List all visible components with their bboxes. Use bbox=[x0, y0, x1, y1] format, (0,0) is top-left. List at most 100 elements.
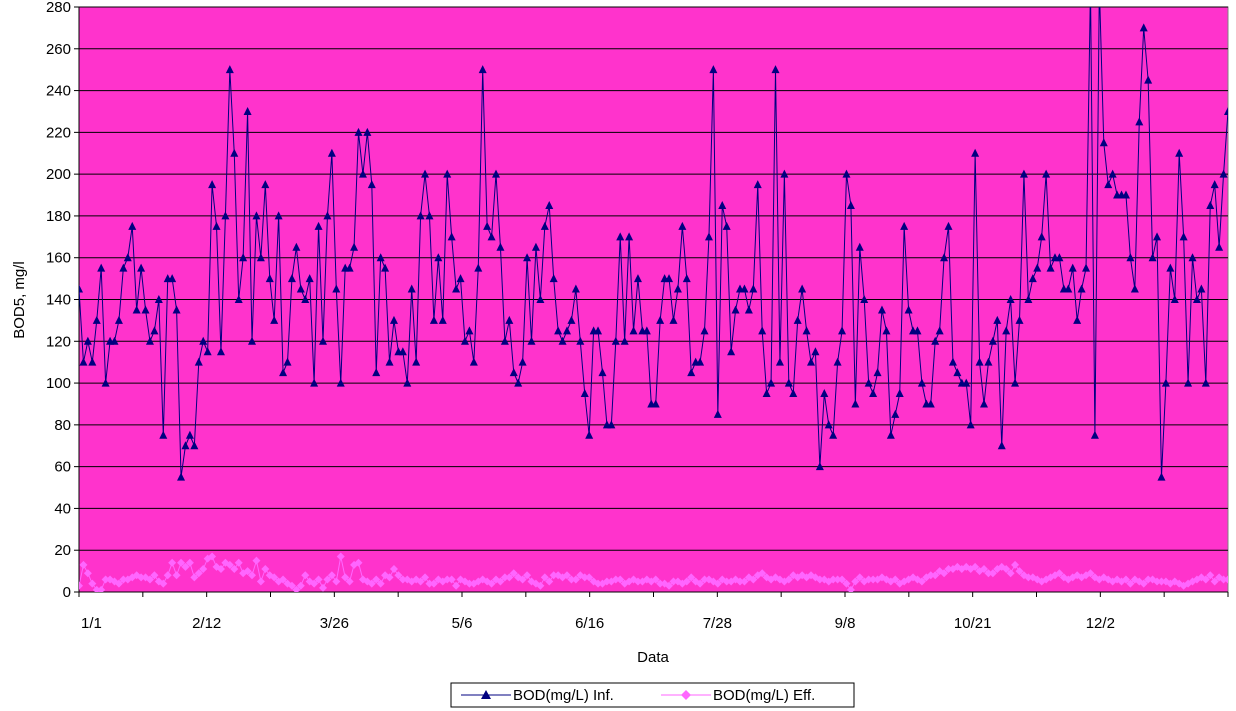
x-tick-label: 5/6 bbox=[452, 615, 473, 632]
effluent-point bbox=[833, 575, 842, 584]
influent-point bbox=[549, 274, 558, 283]
influent-point bbox=[221, 211, 230, 220]
influent-point bbox=[216, 347, 225, 356]
effluent-point bbox=[1006, 569, 1015, 578]
influent-point bbox=[860, 295, 869, 303]
influent-point bbox=[802, 326, 811, 335]
influent-point bbox=[190, 441, 199, 450]
y-tick-label: 240 bbox=[46, 83, 71, 100]
effluent-point bbox=[185, 558, 194, 567]
effluent-point bbox=[376, 579, 385, 588]
effluent-point bbox=[917, 577, 926, 586]
influent-point bbox=[199, 336, 208, 345]
influent-point bbox=[1210, 180, 1219, 189]
effluent-point bbox=[79, 560, 88, 569]
influent-point bbox=[1192, 295, 1201, 303]
influent-point bbox=[820, 389, 829, 398]
series-effluent bbox=[79, 552, 1228, 592]
effluent-point bbox=[159, 579, 168, 588]
influent-point bbox=[487, 232, 496, 241]
x-axis-ticks: 1/1 2/12 3/26 5/6 6/16 7/28 9/8 10/21 12/2 bbox=[78, 592, 1229, 632]
influent-point bbox=[1015, 315, 1024, 324]
effluent-point bbox=[505, 573, 514, 582]
effluent-point bbox=[101, 575, 110, 584]
y-axis-ticks: 0 20 40 60 80 100 120 140 160 180 200 220 240 260 280 bbox=[46, 0, 79, 601]
influent-point bbox=[159, 430, 168, 439]
influent-point bbox=[416, 211, 425, 220]
effluent-point bbox=[891, 575, 900, 584]
x-tick-label: 1/1 bbox=[81, 615, 102, 632]
effluent-point bbox=[540, 573, 549, 582]
effluent-point bbox=[944, 565, 953, 574]
influent-point bbox=[1201, 378, 1210, 387]
effluent-point bbox=[988, 569, 997, 578]
effluent-point bbox=[248, 571, 257, 580]
effluent-point bbox=[736, 577, 745, 586]
influent-point bbox=[208, 180, 217, 189]
influent-point bbox=[718, 200, 727, 209]
effluent-point bbox=[536, 581, 545, 590]
influent-point bbox=[567, 315, 576, 324]
influent-point bbox=[886, 430, 895, 439]
legend-marker-inf bbox=[481, 690, 491, 699]
influent-point bbox=[696, 357, 705, 366]
influent-point bbox=[403, 378, 412, 387]
y-tick-label: 280 bbox=[46, 0, 71, 16]
influent-point bbox=[775, 357, 784, 366]
influent-point bbox=[1064, 284, 1073, 293]
effluent-point bbox=[208, 552, 217, 561]
effluent-point bbox=[398, 575, 407, 584]
influent-point bbox=[953, 368, 962, 377]
influent-point bbox=[824, 420, 833, 429]
effluent-point bbox=[651, 575, 660, 584]
effluent-point bbox=[327, 571, 336, 580]
influent-point bbox=[456, 274, 465, 283]
influent-point bbox=[740, 284, 749, 293]
gridlines bbox=[79, 6, 1228, 551]
influent-point bbox=[673, 284, 682, 293]
effluent-point bbox=[1011, 560, 1020, 569]
effluent-point bbox=[1210, 577, 1219, 586]
effluent-point bbox=[1086, 569, 1095, 578]
influent-point bbox=[1144, 75, 1153, 84]
influent-point bbox=[265, 274, 274, 283]
influent-point bbox=[128, 221, 137, 230]
influent-point bbox=[767, 378, 776, 387]
effluent-point bbox=[665, 581, 674, 590]
influent-point bbox=[1161, 378, 1170, 387]
influent-point bbox=[194, 357, 203, 366]
influent-point bbox=[261, 180, 270, 189]
legend: BOD(mg/L) Inf. BOD(mg/L) Eff. bbox=[450, 682, 855, 708]
influent-point bbox=[585, 430, 594, 439]
effluent-point bbox=[1002, 565, 1011, 574]
x-axis-title: Data bbox=[637, 649, 669, 666]
x-tick-label: 10/21 bbox=[954, 615, 992, 632]
effluent-point bbox=[571, 575, 580, 584]
influent-point bbox=[469, 357, 478, 366]
effluent-point bbox=[518, 575, 527, 584]
influent-point bbox=[527, 336, 536, 345]
influent-point bbox=[562, 326, 571, 335]
influent-point bbox=[1104, 180, 1113, 189]
influent-point bbox=[1148, 253, 1157, 262]
influent-point bbox=[438, 315, 447, 324]
influent-point bbox=[926, 399, 935, 408]
y-tick-label: 80 bbox=[54, 417, 71, 434]
influent-point bbox=[678, 221, 687, 230]
effluent-point bbox=[616, 575, 625, 584]
influent-point bbox=[97, 263, 106, 272]
influent-point bbox=[771, 65, 780, 74]
influent-point bbox=[576, 336, 585, 345]
influent-point bbox=[1170, 295, 1179, 303]
influent-point bbox=[616, 232, 625, 241]
influent-point bbox=[505, 315, 514, 324]
influent-point bbox=[372, 368, 381, 377]
effluent-point bbox=[1201, 575, 1210, 584]
effluent-point bbox=[842, 579, 851, 588]
effluent-point bbox=[336, 552, 345, 561]
influent-point bbox=[1197, 284, 1206, 293]
influent-point bbox=[815, 462, 824, 471]
influent-point bbox=[1153, 232, 1162, 241]
influent-point bbox=[141, 305, 150, 314]
influent-point bbox=[611, 336, 620, 345]
